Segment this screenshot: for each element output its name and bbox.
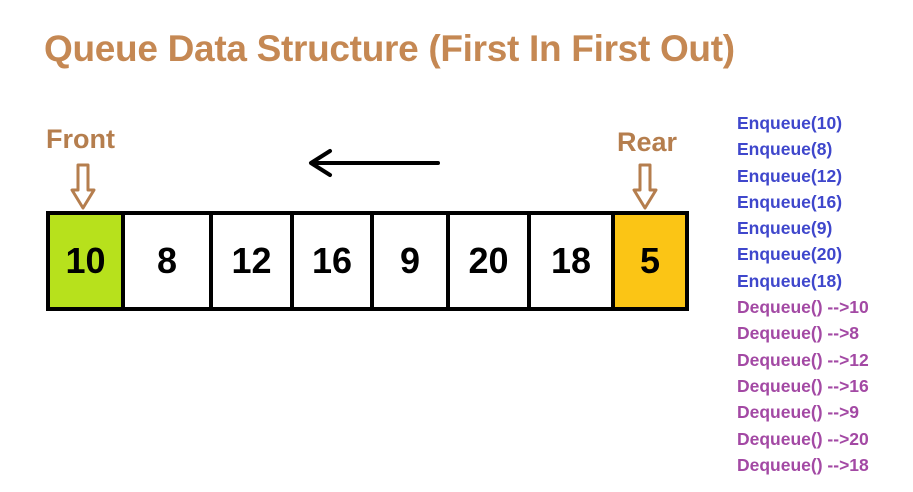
queue-cell: 18: [531, 215, 615, 307]
operation-dequeue: Dequeue() -->16: [737, 375, 869, 396]
front-down-arrow-icon: [70, 163, 96, 210]
operation-dequeue: Dequeue() -->9: [737, 402, 860, 423]
page-title: Queue Data Structure (First In First Out…: [44, 28, 735, 69]
operation-enqueue: Enqueue(12): [737, 165, 843, 186]
operation-enqueue: Enqueue(9): [737, 218, 833, 239]
queue-array: 10 8 12 16 9 20 18 5: [46, 211, 689, 311]
queue-cell: 9: [374, 215, 450, 307]
operation-dequeue: Dequeue() -->8: [737, 323, 860, 344]
queue-cell: 12: [213, 215, 294, 307]
operation-enqueue: Enqueue(18): [737, 270, 843, 291]
operation-dequeue: Dequeue() -->20: [737, 428, 869, 449]
front-label: Front: [46, 124, 115, 154]
operation-enqueue: Enqueue(8): [737, 139, 833, 160]
queue-cell-front: 10: [50, 215, 125, 307]
queue-cell: 16: [294, 215, 374, 307]
rear-down-arrow-icon: [632, 163, 658, 210]
queue-cell: 8: [125, 215, 213, 307]
queue-cell-rear: 5: [615, 215, 685, 307]
left-arrow-icon: [309, 149, 440, 177]
operation-dequeue: Dequeue() -->18: [737, 454, 869, 475]
queue-cell: 20: [450, 215, 531, 307]
operation-dequeue: Dequeue() -->12: [737, 349, 869, 370]
operation-enqueue: Enqueue(20): [737, 244, 843, 265]
operation-enqueue: Enqueue(16): [737, 191, 843, 212]
operation-enqueue: Enqueue(10): [737, 113, 843, 133]
operation-dequeue: Dequeue() -->10: [737, 297, 869, 318]
operations-list: Enqueue(10) Enqueue(8) Enqueue(12) Enque…: [737, 110, 869, 478]
rear-label: Rear: [617, 127, 678, 157]
